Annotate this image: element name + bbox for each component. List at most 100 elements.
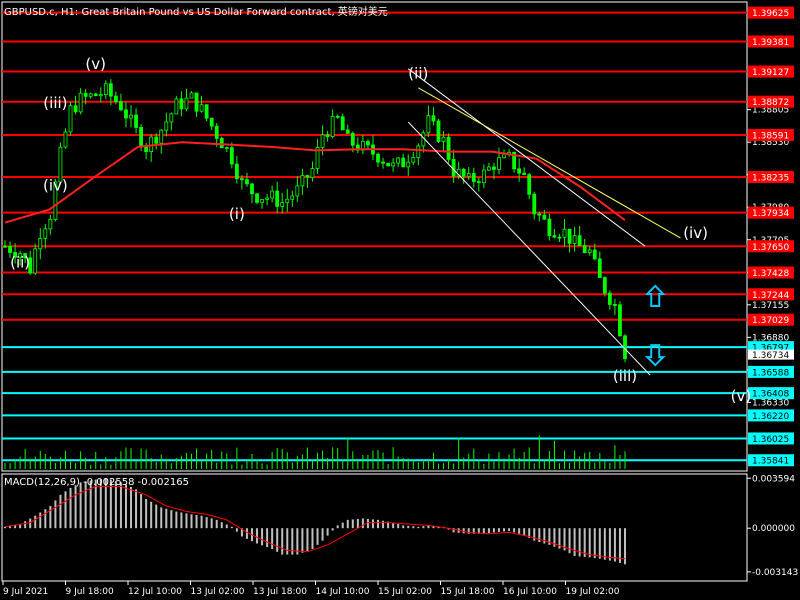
- candle-body: [391, 162, 396, 167]
- candle-body: [315, 147, 320, 169]
- wave-label: (v): [85, 55, 106, 73]
- candle-body: [532, 193, 537, 215]
- candle-body: [265, 197, 270, 200]
- candle-body: [48, 219, 53, 230]
- candle-body: [139, 127, 143, 148]
- support-level-tag: [748, 432, 794, 445]
- candle-body: [234, 163, 239, 180]
- chart-title: GBPUSD.c, H1: Great Britain Pound vs US …: [4, 7, 388, 18]
- candle-body: [557, 236, 562, 239]
- candle-body: [602, 277, 607, 294]
- candle-body: [592, 249, 597, 260]
- candle-body: [366, 140, 370, 146]
- candle-body: [396, 157, 401, 164]
- price-axis-label: 1.37155: [752, 301, 789, 311]
- candle-body: [436, 120, 441, 142]
- resistance-level-tag: [748, 128, 794, 141]
- candle-body: [295, 185, 300, 197]
- candle-body: [517, 168, 522, 174]
- support-level-value: 1.35841: [752, 457, 789, 467]
- candle-body: [129, 114, 133, 119]
- candle-body: [23, 253, 28, 259]
- candle-body: [108, 83, 113, 97]
- candle-body: [8, 246, 12, 253]
- candle-body: [53, 181, 58, 220]
- resistance-level-tag: [748, 206, 794, 219]
- macd-axis-label: 0.000000: [752, 524, 795, 534]
- candle-body: [416, 145, 421, 158]
- candle-body: [441, 136, 446, 142]
- candle-body: [446, 136, 451, 160]
- candle-body: [3, 245, 7, 248]
- candle-body: [209, 117, 214, 127]
- candle-body: [285, 198, 290, 203]
- candle-body: [582, 245, 587, 253]
- candle-body: [406, 161, 411, 168]
- support-level-tag: [748, 387, 794, 400]
- time-axis-label: 16 Jul 10:00: [503, 587, 557, 597]
- resistance-level-value: 1.37650: [752, 243, 789, 253]
- support-level-value: 1.36408: [752, 390, 789, 400]
- candle-body: [476, 181, 481, 184]
- candle-body: [154, 136, 159, 144]
- candle-body: [204, 104, 209, 119]
- candle-body: [240, 178, 244, 181]
- candle-body: [33, 248, 38, 274]
- candle-body: [73, 105, 78, 113]
- moving-average-line: [4, 141, 626, 224]
- resistance-level-tag: [748, 95, 794, 108]
- wave-label: (iii): [43, 94, 67, 112]
- candle-body: [68, 105, 73, 133]
- support-level-tag: [748, 409, 794, 422]
- candle-body: [229, 147, 234, 165]
- candle-body: [492, 166, 496, 170]
- candle-body: [597, 258, 602, 278]
- candle-body: [618, 304, 622, 337]
- candle-body: [149, 136, 154, 153]
- candle-body: [487, 166, 491, 171]
- support-level-value: 1.36025: [752, 435, 789, 445]
- resistance-level-value: 1.37934: [752, 209, 789, 219]
- wave-label: (i): [229, 205, 245, 223]
- candle-body: [350, 132, 355, 146]
- candle-body: [275, 190, 280, 207]
- candle-body: [255, 193, 259, 203]
- resistance-level-value: 1.38235: [752, 174, 789, 184]
- resistance-level-tag: [748, 266, 794, 279]
- support-level-value: 1.36588: [752, 368, 789, 378]
- time-axis-label: 15 Jul 18:00: [441, 587, 495, 597]
- resistance-level-value: 1.39381: [752, 38, 789, 48]
- candle-body: [572, 235, 577, 244]
- candle-body: [38, 237, 43, 250]
- macd-axis-label: 0.003594: [752, 474, 795, 484]
- candle-body: [78, 92, 83, 113]
- channel-line: [407, 121, 651, 376]
- price-axis-label: 1.38530: [752, 138, 789, 148]
- candle-body: [335, 115, 340, 118]
- candle-body: [28, 257, 33, 274]
- candle-body: [245, 179, 249, 185]
- resistance-level-tag: [748, 65, 794, 78]
- resistance-level-value: 1.37029: [752, 316, 789, 326]
- trendline: [418, 87, 681, 239]
- candle-body: [537, 213, 542, 216]
- wave-label: (iv): [43, 177, 68, 195]
- candle-body: [310, 168, 315, 178]
- time-axis-label: 14 Jul 10:00: [316, 587, 370, 597]
- candle-body: [325, 134, 330, 137]
- resistance-level-tag: [748, 313, 794, 326]
- candle-body: [179, 98, 184, 110]
- wave-label: (ii): [10, 254, 30, 272]
- candle-body: [607, 292, 612, 305]
- wave-label: (iii): [613, 367, 637, 385]
- candle-body: [305, 175, 310, 178]
- candle-body: [577, 235, 582, 246]
- candle-body: [119, 101, 123, 111]
- candle-body: [18, 253, 23, 258]
- candle-body: [88, 93, 93, 97]
- resistance-level-tag: [748, 171, 794, 184]
- macd-signal-line: [4, 486, 626, 560]
- candle-body: [320, 134, 325, 148]
